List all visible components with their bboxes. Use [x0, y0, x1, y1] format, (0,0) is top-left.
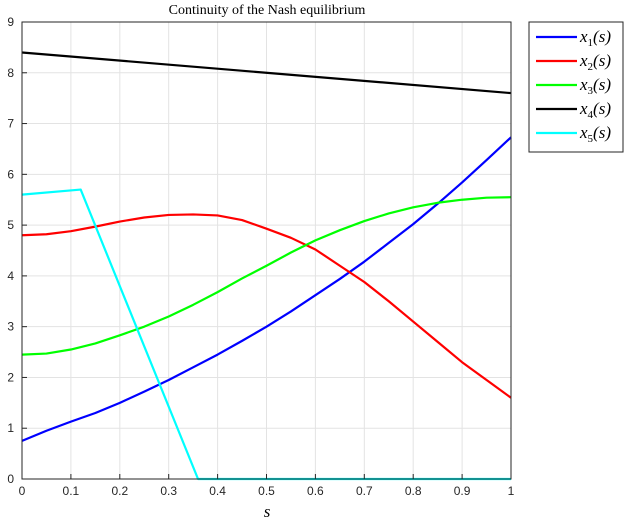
x-tick-label: 0.5 — [258, 484, 275, 498]
series-line-x1 — [21, 136, 512, 442]
x-tick-label: 0.3 — [160, 484, 177, 498]
legend-label-x5: x5(s) — [579, 123, 611, 145]
series-line-x4 — [21, 51, 512, 95]
x-tick-label: 0.2 — [111, 484, 128, 498]
y-tick-label: 9 — [7, 15, 14, 29]
x-tick-label: 1 — [508, 484, 515, 498]
series-line-x2 — [21, 213, 512, 399]
y-tick-label: 0 — [7, 472, 14, 486]
legend-label-x4: x4(s) — [579, 99, 611, 121]
legend-label-x2: x2(s) — [579, 51, 611, 73]
y-tick-label: 2 — [7, 370, 14, 384]
y-tick-label: 8 — [7, 66, 14, 80]
x-tick-label: 0.7 — [356, 484, 373, 498]
x-axis-label: s — [264, 502, 271, 521]
y-tick-label: 1 — [7, 421, 14, 435]
y-tick-label: 3 — [7, 320, 14, 334]
axis-ticks: 0 0.1 0.2 0.3 0.4 0.5 0.6 0.7 0.8 0.9 1 0 1 2 3 4 5 6 7 8 9 — [7, 15, 514, 498]
y-tick-label: 7 — [7, 117, 14, 131]
legend-label-x1: x1(s) — [579, 27, 611, 49]
x-tick-label: 0 — [19, 484, 26, 498]
chart-title: Continuity of the Nash equilibrium — [169, 3, 366, 18]
x-tick-label: 0.6 — [307, 484, 324, 498]
y-tick-label: 4 — [7, 269, 14, 283]
series-line-x3 — [21, 196, 512, 356]
y-tick-label: 6 — [7, 167, 14, 181]
x-tick-label: 0.9 — [454, 484, 471, 498]
legend-box — [528, 21, 624, 153]
y-tick-label: 5 — [7, 218, 14, 232]
x-tick-label: 0.4 — [209, 484, 226, 498]
legend: x1(s)x2(s)x3(s)x4(s)x5(s) — [528, 21, 624, 153]
legend-label-x3: x3(s) — [579, 75, 611, 97]
x-tick-label: 0.1 — [63, 484, 80, 498]
x-tick-label: 0.8 — [405, 484, 422, 498]
